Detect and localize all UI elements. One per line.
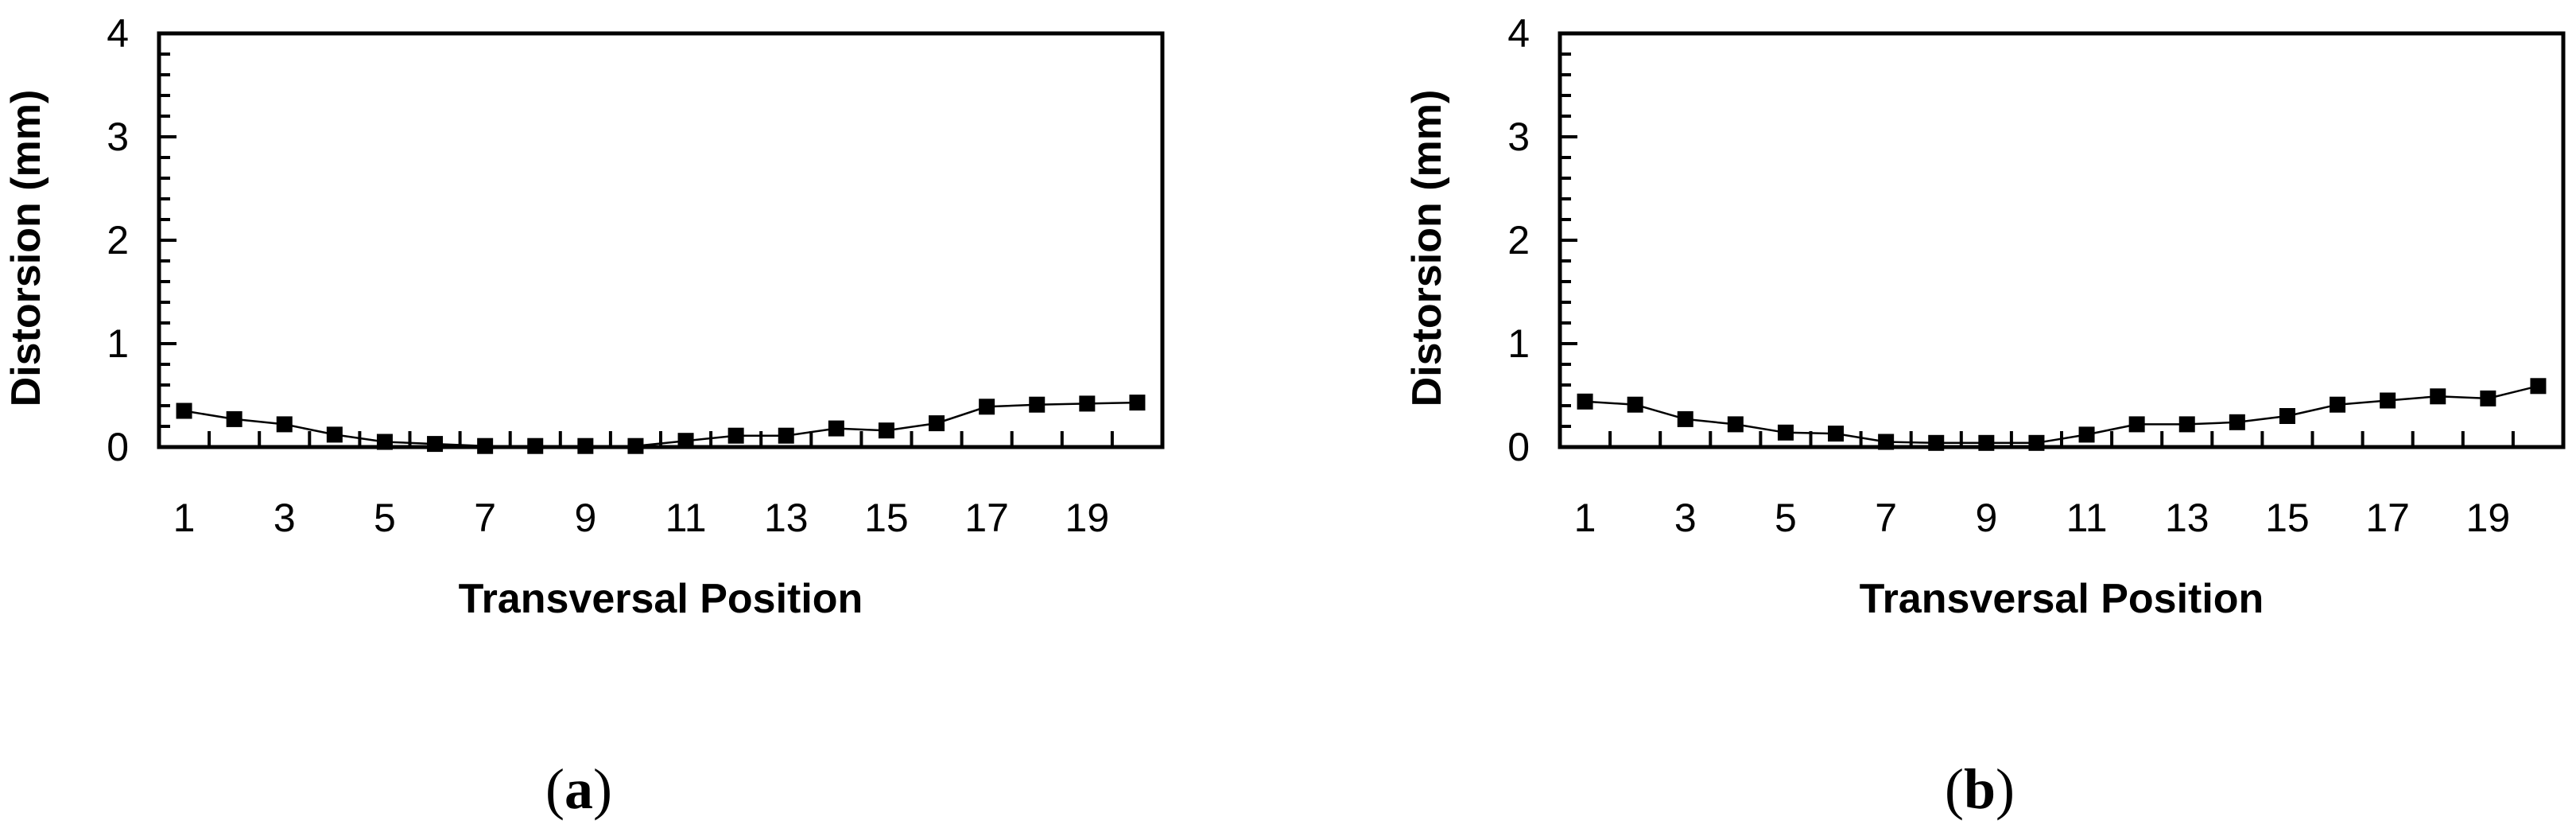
data-point-marker <box>226 410 242 427</box>
x-axis-title: Transversal Position <box>1860 576 2264 622</box>
x-tick-label: 17 <box>964 496 1009 540</box>
x-tick-label: 1 <box>1574 496 1596 540</box>
data-point-marker <box>1828 426 1845 442</box>
x-tick-label: 13 <box>764 496 809 540</box>
caption-letter: b <box>1964 757 1996 821</box>
data-point-marker <box>1627 396 1643 413</box>
y-tick-label: 0 <box>1507 425 1530 469</box>
panel-caption: (b) <box>1945 757 2015 821</box>
data-point-marker <box>577 438 594 454</box>
data-point-marker <box>1677 410 1693 427</box>
data-point-marker <box>276 416 293 433</box>
caption-close-paren: ) <box>593 757 612 821</box>
data-point-marker <box>1079 395 1096 412</box>
data-point-marker <box>2480 390 2496 406</box>
y-tick-label: 1 <box>1507 321 1530 366</box>
x-tick-label: 1 <box>173 496 196 540</box>
x-tick-label: 7 <box>474 496 496 540</box>
data-point-marker <box>1577 393 1593 410</box>
x-tick-label: 3 <box>274 496 296 540</box>
caption-letter: a <box>564 757 593 821</box>
x-tick-label: 19 <box>2466 496 2511 540</box>
data-point-marker <box>1978 434 1995 451</box>
data-point-marker <box>1777 424 1794 441</box>
data-point-marker <box>527 438 544 454</box>
data-point-marker <box>427 436 444 453</box>
data-point-marker <box>878 422 894 439</box>
caption-open-paren: ( <box>1945 757 1964 821</box>
data-point-marker <box>1029 396 1046 413</box>
y-tick-label: 1 <box>107 321 129 366</box>
x-tick-label: 3 <box>1674 496 1697 540</box>
x-tick-label: 11 <box>665 496 707 540</box>
y-tick-label: 2 <box>1507 218 1530 262</box>
data-point-marker <box>376 434 393 450</box>
y-tick-label: 3 <box>1507 115 1530 159</box>
data-point-marker <box>2430 388 2446 405</box>
y-tick-label: 4 <box>1507 11 1530 56</box>
data-point-marker <box>727 427 744 444</box>
y-tick-label: 4 <box>107 11 129 56</box>
x-tick-label: 11 <box>2066 496 2108 540</box>
data-point-marker <box>1129 395 1146 411</box>
data-point-marker <box>2078 426 2095 443</box>
data-point-marker <box>778 427 794 444</box>
data-point-marker <box>2330 396 2346 413</box>
x-tick-label: 9 <box>1975 496 1997 540</box>
data-point-marker <box>627 438 644 454</box>
y-tick-label: 2 <box>107 218 129 262</box>
data-point-marker <box>326 426 343 443</box>
data-point-marker <box>2380 392 2396 409</box>
data-point-marker <box>2229 414 2245 430</box>
x-tick-label: 5 <box>1775 496 1797 540</box>
x-tick-label: 13 <box>2165 496 2209 540</box>
x-tick-label: 5 <box>374 496 396 540</box>
x-tick-label: 15 <box>2265 496 2310 540</box>
y-tick-label: 0 <box>107 425 129 469</box>
series-line <box>184 401 1138 447</box>
data-point-marker <box>1878 434 1895 450</box>
data-point-marker <box>677 433 694 449</box>
y-axis-title: Distorsion (mm) <box>1404 90 1450 407</box>
data-point-marker <box>828 420 844 437</box>
data-point-marker <box>2028 434 2045 451</box>
y-axis-title: Distorsion (mm) <box>3 90 49 407</box>
x-tick-label: 19 <box>1065 496 1110 540</box>
data-point-marker <box>1727 416 1744 433</box>
data-point-marker <box>979 399 995 415</box>
data-point-marker <box>1928 434 1945 451</box>
data-point-marker <box>2530 378 2547 395</box>
plot-frame <box>1558 31 2566 449</box>
data-point-marker <box>2178 416 2195 433</box>
series-line <box>1585 385 2539 445</box>
data-point-marker <box>2279 408 2295 424</box>
x-axis-title: Transversal Position <box>459 576 863 622</box>
data-point-marker <box>2128 416 2145 433</box>
data-point-marker <box>176 402 192 419</box>
x-tick-label: 7 <box>1875 496 1897 540</box>
x-tick-label: 15 <box>864 496 909 540</box>
data-point-marker <box>477 438 494 454</box>
caption-open-paren: ( <box>545 757 564 821</box>
caption-close-paren: ) <box>1996 757 2015 821</box>
y-tick-label: 3 <box>107 115 129 159</box>
x-tick-label: 17 <box>2365 496 2410 540</box>
panel-caption: (a) <box>545 757 612 821</box>
x-tick-label: 9 <box>574 496 596 540</box>
plot-frame <box>157 31 1165 449</box>
data-point-marker <box>929 415 945 432</box>
